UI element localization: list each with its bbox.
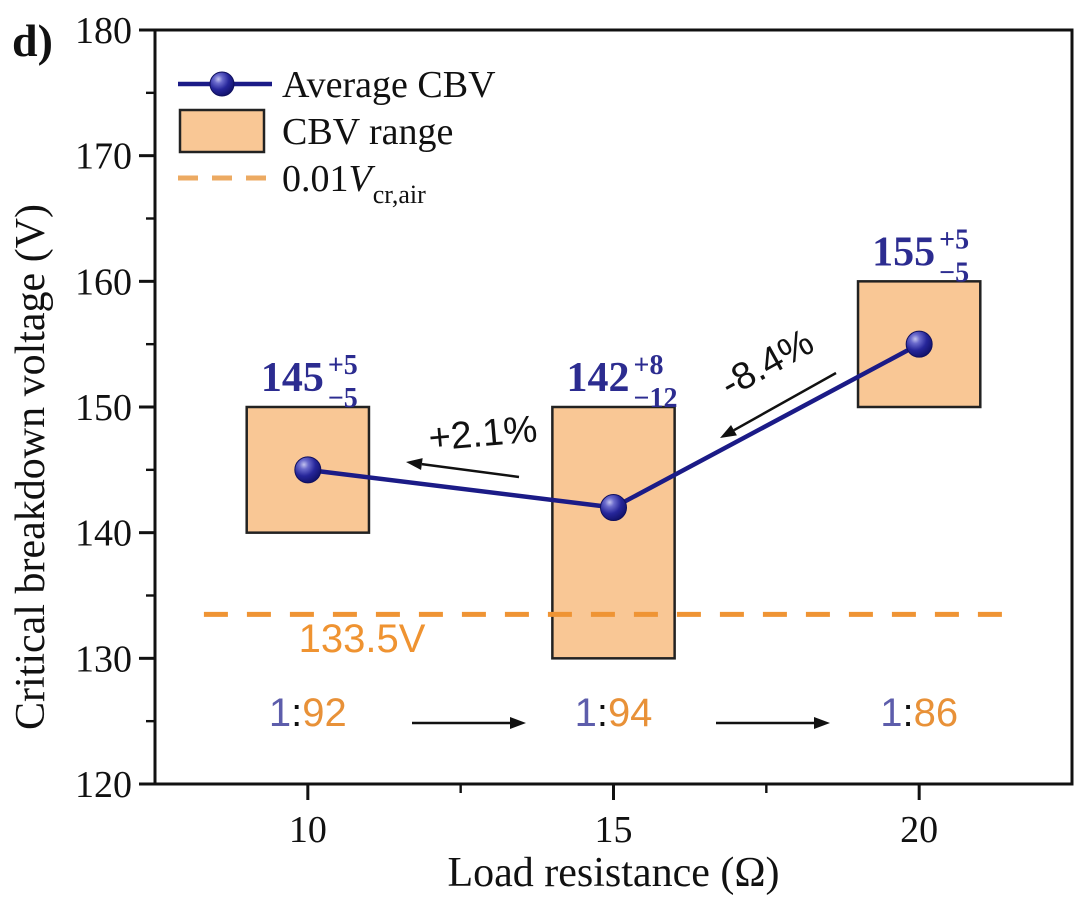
percent-change-arrow-head bbox=[406, 458, 423, 471]
ratio-label: 1:94 bbox=[575, 691, 653, 735]
point-label-sup: +5 bbox=[328, 350, 358, 381]
legend-marker-swatch bbox=[209, 71, 235, 97]
legend-vcr-prefix: 0.01 bbox=[282, 158, 349, 200]
point-label-value: 142 bbox=[567, 355, 630, 401]
point-label-sub: −5 bbox=[328, 383, 358, 414]
point-label-sup: +8 bbox=[634, 350, 664, 381]
ratio-separator: : bbox=[902, 691, 913, 735]
y-axis-title: Critical breakdown voltage (V) bbox=[8, 204, 54, 730]
point-label-value: 145 bbox=[261, 355, 324, 401]
legend-label-vcr-air: 0.01Vcr,air bbox=[282, 158, 426, 209]
y-tick-label: 140 bbox=[75, 513, 132, 555]
x-tick-label: 15 bbox=[595, 809, 633, 851]
point-label-sup: +5 bbox=[939, 224, 969, 255]
y-tick-label: 160 bbox=[75, 261, 132, 303]
point-label-value: 155 bbox=[872, 229, 935, 275]
legend-vcr-subscript: cr,air bbox=[373, 180, 426, 209]
ratio-value: 86 bbox=[914, 691, 959, 735]
x-tick-label: 20 bbox=[900, 809, 938, 851]
y-axis: 120 130 140 150 160 170 180 bbox=[75, 10, 155, 806]
point-label-sub: −5 bbox=[939, 257, 969, 288]
percent-change-label: -8.4% bbox=[714, 321, 821, 406]
ratio-value: 92 bbox=[302, 691, 347, 735]
y-tick-label: 130 bbox=[75, 638, 132, 680]
data-point-marker bbox=[905, 330, 933, 358]
ratio-numerator: 1 bbox=[269, 691, 291, 735]
y-tick-label: 170 bbox=[75, 136, 132, 178]
legend-label-cbv-range: CBV range bbox=[282, 111, 453, 153]
point-label-sub: −12 bbox=[634, 383, 678, 414]
ratio-value: 94 bbox=[608, 691, 653, 735]
percent-change-arrow-shaft bbox=[733, 371, 837, 432]
ratio-numerator: 1 bbox=[880, 691, 902, 735]
ratio-annotations: 1:92 1:94 1:86 bbox=[269, 691, 958, 735]
legend: Average CBV CBV range 0.01Vcr,air bbox=[178, 64, 496, 209]
legend-label-average-cbv: Average CBV bbox=[282, 64, 496, 106]
x-axis-title: Load resistance (Ω) bbox=[447, 850, 779, 896]
ratio-separator: : bbox=[597, 691, 608, 735]
legend-vcr-symbol: V bbox=[349, 158, 376, 200]
average-cbv-series bbox=[294, 330, 933, 522]
y-tick-label: 180 bbox=[75, 10, 132, 52]
x-tick-label: 10 bbox=[289, 809, 327, 851]
x-axis: 10 15 20 bbox=[289, 784, 938, 851]
legend-box-swatch bbox=[178, 108, 266, 154]
percent-change-arrow-shaft bbox=[421, 462, 520, 479]
cbv-range-boxes bbox=[245, 280, 982, 660]
ratio-label: 1:92 bbox=[269, 691, 347, 735]
ratio-separator: : bbox=[291, 691, 302, 735]
ratio-numerator: 1 bbox=[575, 691, 597, 735]
cbv-range-box bbox=[551, 405, 676, 660]
percent-change-arrow-head bbox=[720, 424, 737, 438]
panel-label: d) bbox=[12, 15, 53, 66]
reference-line: 133.5V bbox=[203, 611, 1008, 661]
threshold-value-label: 133.5V bbox=[299, 617, 426, 661]
y-tick-label: 120 bbox=[75, 764, 132, 806]
y-tick-label: 150 bbox=[75, 387, 132, 429]
ratio-label: 1:86 bbox=[880, 691, 958, 735]
percent-change-label: +2.1% bbox=[427, 408, 539, 459]
data-point-marker bbox=[600, 494, 627, 522]
data-point-marker bbox=[294, 456, 322, 484]
ratio-arrow-head bbox=[814, 717, 830, 729]
ratio-arrow-head bbox=[510, 717, 526, 729]
